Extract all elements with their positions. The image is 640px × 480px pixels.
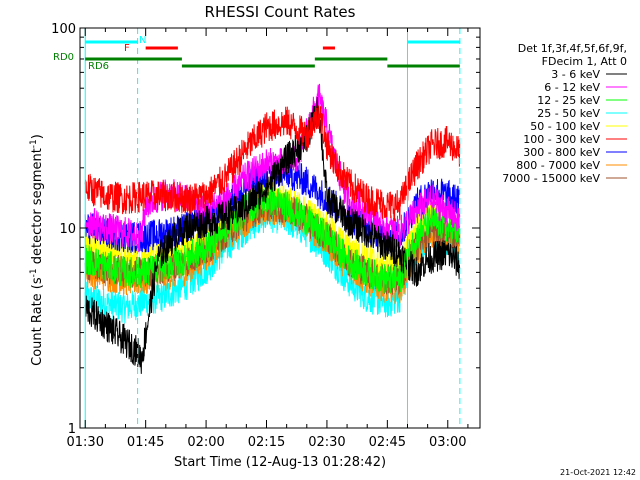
x-tick-label: 01:30 <box>67 435 104 450</box>
legend-header-line-2: FDecim 1, Att 0 <box>542 55 627 68</box>
n-label: N <box>139 35 146 46</box>
legend-entry-label: 300 - 800 keV <box>523 146 600 159</box>
legend-header-line-1: Det 1f,3f,4f,5f,6f,9f, <box>518 42 627 55</box>
legend-entry-label: 7000 - 15000 keV <box>502 172 600 185</box>
legend-entry-label: 50 - 100 keV <box>530 120 600 133</box>
chart-title: RHESSI Count Rates <box>205 3 356 21</box>
series-line-5 <box>84 105 461 222</box>
legend-entry-label: 800 - 7000 keV <box>516 159 600 172</box>
x-tick-label: 03:00 <box>429 435 466 450</box>
x-tick-label: 02:15 <box>248 435 285 450</box>
series-line-0 <box>84 96 461 374</box>
x-tick-label: 02:45 <box>369 435 406 450</box>
y-tick-label: 100 <box>51 22 76 37</box>
rd6-label: RD6 <box>88 61 109 72</box>
x-axis-label: Start Time (12-Aug-13 01:28:42) <box>174 455 386 470</box>
x-tick-label: 01:45 <box>127 435 164 450</box>
plot-area <box>84 83 461 374</box>
legend-entry-label: 3 - 6 keV <box>551 68 600 81</box>
legend-entry-label: 12 - 25 keV <box>537 94 600 107</box>
y-axis-label: Count Rate (s-1 detector segment-1) <box>29 134 45 366</box>
legend-entry-label: 25 - 50 keV <box>537 107 600 120</box>
legend-entry-label: 6 - 12 keV <box>544 81 600 94</box>
rd0-label: RD0 <box>53 52 74 63</box>
flag-bars <box>84 28 461 428</box>
y-tick-label: 1 <box>68 422 76 437</box>
legend: Det 1f,3f,4f,5f,6f,9f, FDecim 1, Att 0 3… <box>502 42 627 185</box>
axes: 01:30 01:45 02:00 02:15 02:30 02:45 03:00 1 10 10… <box>51 22 481 450</box>
x-tick-label: 02:00 <box>187 435 224 450</box>
legend-entry-label: 100 - 300 keV <box>523 133 600 146</box>
y-tick-label: 10 <box>59 222 76 237</box>
f-label: F <box>124 43 130 54</box>
timestamp: 21-Oct-2021 12:42 <box>560 468 636 477</box>
x-tick-label: 02:30 <box>308 435 345 450</box>
